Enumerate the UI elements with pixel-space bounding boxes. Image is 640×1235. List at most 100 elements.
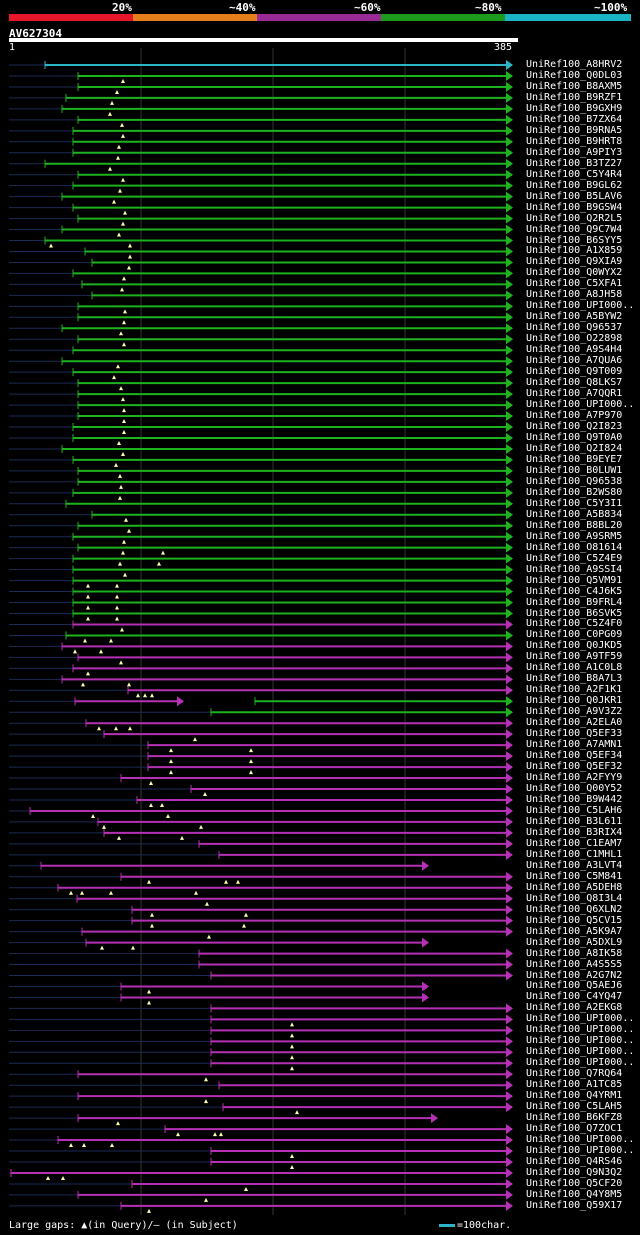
hit-label[interactable]: UniRef100_A9V3Z2 — [526, 706, 623, 718]
hit-row[interactable] — [9, 652, 513, 665]
hit-label[interactable]: UniRef100_A9SRM5 — [526, 530, 623, 542]
hit-row[interactable] — [9, 553, 513, 566]
hit-label[interactable]: UniRef100_A9SSI4 — [526, 563, 623, 575]
hit-label[interactable]: UniRef100_C4YQ47 — [526, 991, 623, 1003]
hit-row[interactable] — [9, 487, 513, 500]
hit-row[interactable] — [9, 882, 513, 895]
hit-row[interactable] — [9, 915, 513, 928]
hit-label[interactable]: UniRef100_B5LAV6 — [526, 190, 623, 202]
hit-label[interactable]: UniRef100_C5Y4R4 — [526, 168, 623, 180]
hit-row[interactable] — [9, 103, 513, 116]
hit-label[interactable]: UniRef100_C1MHL1 — [526, 848, 623, 860]
hit-row[interactable] — [9, 147, 513, 160]
hit-label[interactable]: UniRef100_Q0DL03 — [526, 69, 623, 81]
hit-row[interactable] — [9, 1058, 513, 1071]
hit-row[interactable] — [9, 981, 429, 994]
hit-label[interactable]: UniRef100_B9W442 — [526, 793, 623, 805]
hit-row[interactable] — [9, 465, 513, 478]
hit-label[interactable]: UniRef100_A8JH58 — [526, 289, 623, 301]
hit-row[interactable] — [9, 1157, 513, 1169]
hit-label[interactable]: UniRef100_C1EAM7 — [526, 837, 623, 849]
hit-label[interactable]: UniRef100_A4S5S5 — [526, 958, 623, 970]
hit-row[interactable] — [9, 169, 513, 182]
hit-row[interactable] — [9, 1091, 513, 1104]
hit-row[interactable] — [9, 476, 513, 489]
hit-row[interactable] — [9, 224, 513, 237]
hit-row[interactable] — [9, 1003, 513, 1014]
hit-label[interactable]: UniRef100_A7AMN1 — [526, 739, 623, 751]
hit-row[interactable] — [9, 1113, 438, 1126]
hit-label[interactable]: UniRef100_A2EKG8 — [526, 1002, 623, 1014]
hit-row[interactable] — [9, 1069, 513, 1082]
hit-row[interactable] — [9, 520, 513, 533]
hit-label[interactable]: UniRef100_B6SYY5 — [526, 234, 623, 246]
hit-row[interactable] — [9, 816, 513, 829]
hit-label[interactable]: UniRef100_A7P970 — [526, 410, 623, 422]
hit-label[interactable]: UniRef100_Q0WYX2 — [526, 267, 623, 279]
hit-label[interactable]: UniRef100_Q4Y8M5 — [526, 1188, 623, 1200]
hit-row[interactable] — [9, 948, 513, 959]
hit-label[interactable]: UniRef100_UPI000.. — [526, 1024, 635, 1036]
hit-label[interactable]: UniRef100_A1X859 — [526, 245, 623, 257]
hit-label[interactable]: UniRef100_Q0JKR1 — [526, 695, 623, 707]
hit-row[interactable] — [9, 345, 513, 356]
hit-row[interactable] — [9, 1124, 513, 1137]
hit-row[interactable] — [9, 663, 513, 676]
hit-row[interactable] — [9, 893, 513, 906]
hit-label[interactable]: UniRef100_C5Y3I1 — [526, 497, 623, 509]
hit-row[interactable] — [9, 70, 513, 83]
hit-row[interactable] — [9, 1080, 513, 1091]
hit-row[interactable] — [9, 718, 513, 731]
hit-label[interactable]: UniRef100_B8A7L3 — [526, 673, 623, 685]
hit-label[interactable]: UniRef100_O81614 — [526, 541, 623, 553]
hit-row[interactable] — [9, 213, 513, 226]
hit-row[interactable] — [9, 619, 513, 632]
hit-label[interactable]: UniRef100_A5B834 — [526, 508, 623, 520]
hit-row[interactable] — [9, 1178, 513, 1191]
hit-row[interactable] — [9, 575, 513, 588]
hit-label[interactable]: UniRef100_B9GXH9 — [526, 102, 623, 114]
hit-label[interactable]: UniRef100_Q5CV15 — [526, 914, 623, 926]
hit-label[interactable]: UniRef100_UPI000.. — [526, 399, 635, 411]
hit-label[interactable]: UniRef100_A5K9A7 — [526, 925, 623, 937]
hit-label[interactable]: UniRef100_A5DXL9 — [526, 936, 623, 948]
hit-label[interactable]: UniRef100_Q8I3L4 — [526, 892, 623, 904]
hit-row[interactable] — [9, 1025, 513, 1038]
hit-row[interactable] — [9, 784, 513, 797]
hit-row[interactable] — [9, 1146, 513, 1159]
hit-label[interactable]: UniRef100_UPI000.. — [526, 1057, 635, 1069]
hit-label[interactable]: UniRef100_Q5VM91 — [526, 574, 623, 586]
hit-row[interactable] — [9, 608, 513, 621]
hit-row[interactable] — [9, 762, 513, 775]
hit-label[interactable]: UniRef100_C5M841 — [526, 870, 623, 882]
hit-row[interactable] — [9, 323, 513, 336]
hit-label[interactable]: UniRef100_A5BYW2 — [526, 311, 623, 323]
hit-row[interactable] — [9, 301, 513, 314]
hit-label[interactable]: UniRef100_C5Z4E9 — [526, 552, 623, 564]
hit-row[interactable] — [9, 136, 513, 149]
hit-label[interactable]: UniRef100_A1TC85 — [526, 1079, 623, 1091]
hit-row[interactable] — [9, 729, 513, 742]
hit-label[interactable]: UniRef100_B7ZX64 — [526, 113, 623, 125]
hit-label[interactable]: UniRef100_Q5AEJ6 — [526, 980, 623, 992]
hit-label[interactable]: UniRef100_Q7RQ64 — [526, 1068, 623, 1080]
hit-row[interactable] — [9, 180, 513, 193]
hit-row[interactable] — [9, 92, 513, 105]
hit-label[interactable]: UniRef100_UPI000.. — [526, 1134, 635, 1146]
hit-row[interactable] — [9, 773, 513, 786]
hit-row[interactable] — [9, 290, 513, 301]
hit-row[interactable] — [9, 246, 513, 259]
hit-row[interactable] — [9, 1167, 513, 1180]
hit-row[interactable] — [9, 81, 513, 94]
hit-row[interactable] — [9, 389, 513, 402]
hit-label[interactable]: UniRef100_Q9T009 — [526, 366, 623, 378]
hit-label[interactable]: UniRef100_Q96537 — [526, 322, 623, 334]
hit-label[interactable]: UniRef100_Q4YRM1 — [526, 1090, 623, 1102]
hit-label[interactable]: UniRef100_B0LUW1 — [526, 464, 623, 476]
hit-row[interactable] — [9, 959, 513, 970]
hit-label[interactable]: UniRef100_B9RNA5 — [526, 124, 623, 136]
hit-row[interactable] — [9, 685, 513, 698]
hit-row[interactable] — [9, 202, 513, 215]
hit-row[interactable] — [9, 114, 513, 127]
hit-row[interactable] — [9, 411, 513, 424]
